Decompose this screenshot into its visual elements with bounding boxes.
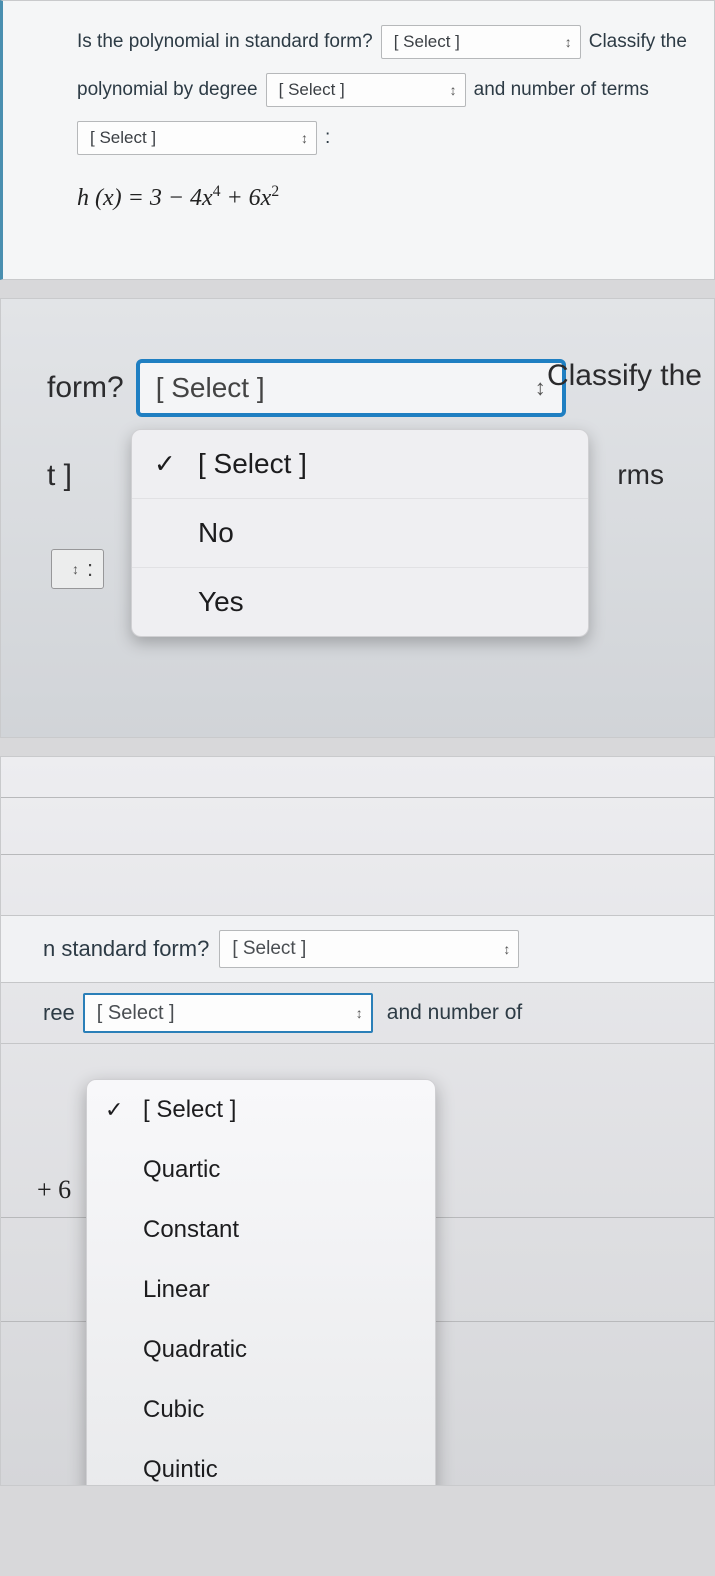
option-label: [ Select ]: [143, 1096, 236, 1123]
polynomial-formula: h (x) = 3 − 4x4 + 6x2: [77, 183, 696, 212]
dropdown-option-yes[interactable]: Yes: [132, 568, 588, 636]
option-label: Constant: [143, 1216, 239, 1243]
option-label: Quadratic: [143, 1336, 247, 1363]
chevron-updown-icon: ↕: [535, 375, 546, 401]
select-value: [ Select ]: [232, 938, 306, 960]
option-label: Cubic: [143, 1396, 204, 1423]
chevron-updown-icon: ↕: [72, 561, 79, 577]
option-label: Linear: [143, 1276, 210, 1303]
dropdown-option-quadratic[interactable]: Quadratic: [87, 1320, 435, 1380]
question-panel-1: Is the polynomial in standard form? [ Se…: [0, 0, 715, 280]
classify-text-fragment: Classify the: [547, 359, 702, 393]
and-number-text: and number of: [387, 1001, 522, 1025]
select-value: [ Select ]: [156, 372, 265, 404]
degree-select-open[interactable]: [ Select ] ↕: [83, 993, 373, 1033]
dropdown-option-no[interactable]: No: [132, 499, 588, 568]
question-text-degree: polynomial by degree: [77, 77, 258, 104]
question-text-terms: and number of terms: [474, 77, 649, 104]
chevron-updown-icon: ↕: [503, 941, 510, 957]
question-row-2: polynomial by degree [ Select ] ↕ and nu…: [77, 73, 696, 107]
degree-select[interactable]: [ Select ] ↕: [266, 73, 466, 107]
degree-label-fragment: ree: [43, 1000, 75, 1026]
chevron-updown-icon: ↕: [301, 130, 308, 146]
select-value: [ Select ]: [279, 80, 345, 100]
dropdown-option-quintic[interactable]: Quintic: [87, 1440, 435, 1486]
dropdown-option-linear[interactable]: Linear: [87, 1260, 435, 1320]
colon-text: :: [325, 125, 330, 152]
dropdown-option-selected[interactable]: ✓ [ Select ]: [87, 1080, 435, 1140]
option-label: [ Select ]: [198, 448, 307, 479]
colon-text: :: [87, 556, 93, 582]
formula-part: + 6x: [220, 185, 271, 211]
check-icon: ✓: [154, 449, 176, 480]
check-icon: ✓: [105, 1097, 123, 1123]
standard-form-label: n standard form?: [43, 936, 209, 962]
standard-form-row: n standard form? [ Select ] ↕: [1, 915, 714, 983]
standard-form-select-open[interactable]: [ Select ] ↕: [136, 359, 566, 417]
select-value: [ Select ]: [90, 128, 156, 148]
zoom-panel-yesno: form? [ Select ] ↕ Classify the t ] rms …: [0, 298, 715, 738]
question-text-classify: Classify the: [589, 29, 687, 56]
formula-fragment: + 6: [37, 1175, 71, 1205]
chevron-updown-icon: ↕: [565, 34, 572, 50]
dropdown-option-constant[interactable]: Constant: [87, 1200, 435, 1260]
terms-select[interactable]: [ Select ] ↕: [77, 121, 317, 155]
standard-form-select[interactable]: [ Select ] ↕: [381, 25, 581, 59]
dropdown-option-cubic[interactable]: Cubic: [87, 1380, 435, 1440]
divider: [1, 854, 714, 855]
option-label: Quartic: [143, 1156, 220, 1183]
question-text-1: Is the polynomial in standard form?: [77, 29, 373, 56]
bracket-fragment: t ]: [47, 459, 72, 493]
terms-fragment: rms: [617, 459, 664, 491]
form-label: form?: [47, 371, 124, 405]
question-row-1: Is the polynomial in standard form? [ Se…: [77, 25, 696, 59]
formula-exp: 2: [271, 183, 279, 200]
question-row-3: [ Select ] ↕ :: [77, 121, 696, 155]
degree-dropdown: ✓ [ Select ] Quartic Constant Linear Qua…: [86, 1079, 436, 1486]
degree-row: ree [ Select ] ↕ and number of: [1, 983, 714, 1044]
chevron-updown-icon: ↕: [356, 1005, 363, 1021]
mini-select-fragment[interactable]: ↕ :: [51, 549, 104, 589]
select-value: [ Select ]: [394, 32, 460, 52]
standard-form-select-p3[interactable]: [ Select ] ↕: [219, 930, 519, 968]
dropdown-option-selected[interactable]: ✓ [ Select ]: [132, 430, 588, 499]
select-value: [ Select ]: [97, 1002, 175, 1025]
option-label: Quintic: [143, 1456, 218, 1483]
divider: [1, 797, 714, 798]
chevron-updown-icon: ↕: [450, 82, 457, 98]
option-label: Yes: [198, 586, 244, 617]
yesno-dropdown: ✓ [ Select ] No Yes: [131, 429, 589, 637]
formula-part: h (x) = 3 − 4x: [77, 185, 213, 211]
zoom-panel-degree: n standard form? [ Select ] ↕ ree [ Sele…: [0, 756, 715, 1486]
dropdown-option-quartic[interactable]: Quartic: [87, 1140, 435, 1200]
option-label: No: [198, 517, 234, 548]
